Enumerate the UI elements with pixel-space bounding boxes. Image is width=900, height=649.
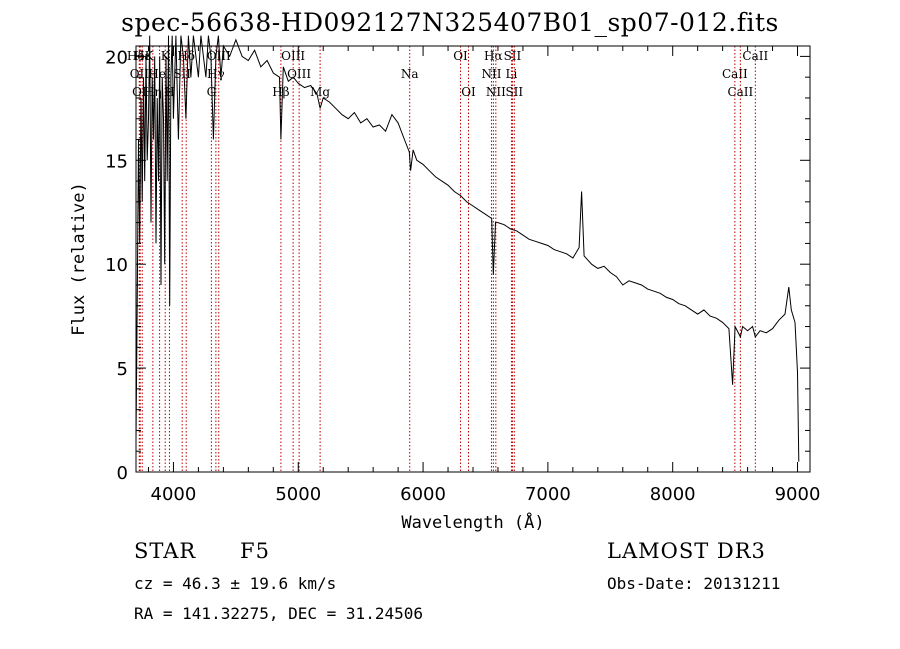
spectral-line-label: Hβ [272, 85, 289, 99]
observation-date: Obs-Date: 20131211 [607, 574, 781, 593]
spectral-line-label: SII [504, 49, 522, 63]
plot-frame [135, 45, 811, 473]
spectral-line-label: Mg [310, 85, 330, 99]
y-tick-label: 5 [117, 359, 128, 380]
x-axis-label: Wavelength (Å) [401, 511, 544, 533]
spectral-line-label: CaII [727, 85, 753, 99]
y-tick-label: 10 [105, 255, 128, 276]
chart-title: spec-56638-HD092127N325407B01_sp07-012.f… [121, 8, 779, 37]
spectral-line-label: K [161, 49, 171, 63]
x-tick-label: 8000 [650, 484, 696, 505]
x-tick-label: 4000 [151, 484, 197, 505]
spectral-line-label: H [164, 85, 174, 99]
coordinates: RA = 141.32275, DEC = 31.24506 [134, 604, 423, 623]
spectral-line-label: OIII [207, 49, 231, 63]
spectral-line-label: SII [173, 67, 191, 81]
survey-name: LAMOST DR3 [607, 539, 766, 563]
spectral-line-label: CaII [722, 67, 748, 81]
spectral-line-label: Hα [484, 49, 503, 63]
spectral-line-label: NII [481, 67, 501, 81]
spectral-line-label: Li [506, 67, 518, 81]
spectral-line-label: Na [401, 67, 419, 81]
spectral-line-label: OI [453, 49, 468, 63]
object-class: STAR [134, 539, 197, 563]
x-tick-label: 9000 [775, 484, 821, 505]
spectral-subclass: F5 [240, 539, 270, 563]
spectrum-line [135, 35, 800, 462]
spectral-line-label: CaII [742, 49, 768, 63]
spectral-line-label: OI [461, 85, 476, 99]
y-axis-label: Flux (relative) [69, 182, 89, 336]
y-tick-label: 15 [105, 151, 128, 172]
spectral-line-label: OIII [281, 49, 305, 63]
x-tick-label: 6000 [400, 484, 446, 505]
spectral-line-label: Hδ [177, 49, 195, 63]
y-tick-label: 0 [117, 463, 128, 484]
y-tick-label: 20 [105, 47, 128, 68]
spectral-line-label: G [207, 85, 217, 99]
spectral-line-label: NII [486, 85, 506, 99]
spectral-line-label: SII [505, 85, 523, 99]
x-tick-label: 7000 [525, 484, 571, 505]
x-tick-label: 5000 [275, 484, 321, 505]
redshift-velocity: cz = 46.3 ± 19.6 km/s [134, 574, 337, 593]
